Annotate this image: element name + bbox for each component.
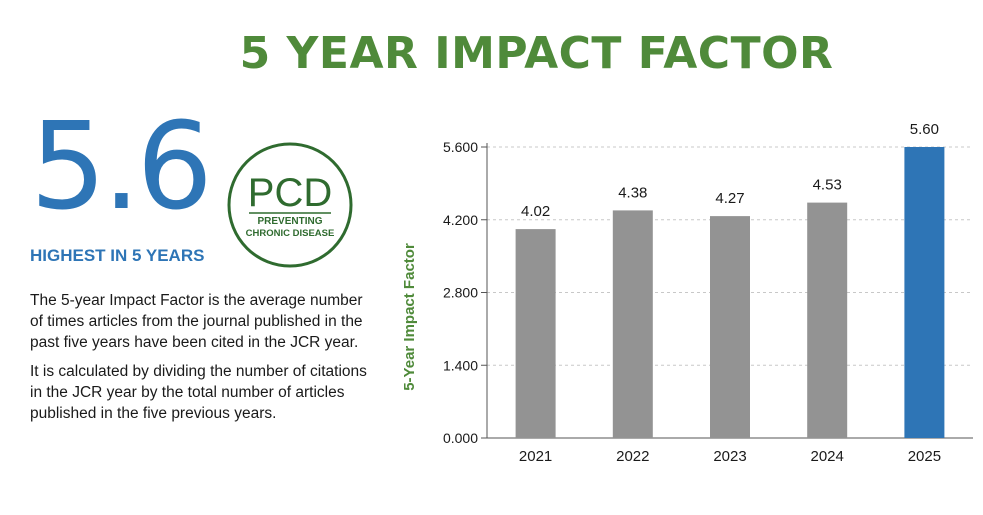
y-tick-label: 2.800 xyxy=(443,285,478,301)
x-tick-label: 2024 xyxy=(811,448,844,465)
description-paragraph: The 5-year Impact Factor is the average … xyxy=(30,292,363,351)
y-tick-label: 5.600 xyxy=(443,139,478,155)
logo-line1: PREVENTING xyxy=(257,216,322,227)
x-tick-label: 2021 xyxy=(519,448,552,465)
bar-2022 xyxy=(612,210,653,438)
x-tick-label: 2022 xyxy=(616,448,649,465)
y-tick-label: 4.200 xyxy=(443,212,478,228)
y-tick-label: 1.400 xyxy=(443,357,478,373)
data-label: 4.38 xyxy=(618,184,647,201)
x-tick-label: 2023 xyxy=(713,448,746,465)
data-label: 4.27 xyxy=(715,190,744,207)
data-label: 4.02 xyxy=(521,203,550,220)
bars xyxy=(515,147,945,438)
highlight-value: 5.6 xyxy=(30,98,213,237)
y-tick-label: 0.000 xyxy=(443,430,478,446)
description: The 5-year Impact Factor is the average … xyxy=(30,290,375,432)
logo-circle xyxy=(227,142,353,268)
logo-line2: CHRONIC DISEASE xyxy=(246,228,335,239)
pcd-logo: PCD PREVENTING CHRONIC DISEASE xyxy=(227,142,353,268)
highlight-caption: HIGHEST IN 5 YEARS xyxy=(30,246,205,265)
labels: 0.000 1.400 2.800 4.200 5.600 4.02 2021 4.38 202… xyxy=(443,121,941,465)
bar-2024 xyxy=(807,202,848,438)
data-label: 4.53 xyxy=(813,177,842,194)
logo-acronym: PCD xyxy=(248,171,332,215)
page-title: 5 YEAR IMPACT FACTOR xyxy=(239,28,834,79)
data-label: 5.60 xyxy=(910,121,939,138)
description-paragraph: It is calculated by dividing the number … xyxy=(30,363,367,422)
y-axis-label: 5-Year Impact Factor xyxy=(401,243,418,391)
bar-2023 xyxy=(710,216,750,438)
impact-factor-chart: 0.000 1.400 2.800 4.200 5.600 4.02 2021 4.38 202… xyxy=(401,121,973,465)
x-tick-label: 2025 xyxy=(908,448,941,465)
bar-2021 xyxy=(515,229,556,438)
bar-2025 xyxy=(904,147,945,438)
